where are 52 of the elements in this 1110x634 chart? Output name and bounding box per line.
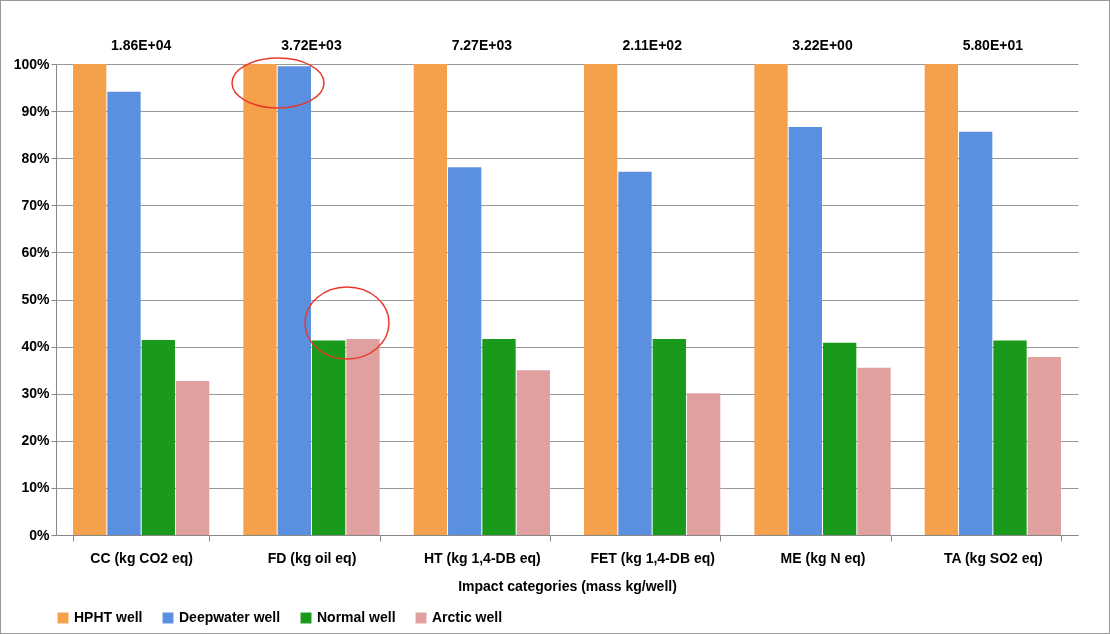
bar bbox=[788, 127, 822, 535]
y-tick-label: 30% bbox=[21, 385, 51, 402]
bar bbox=[1027, 356, 1061, 535]
bar bbox=[857, 367, 891, 535]
bar bbox=[482, 339, 516, 535]
bar bbox=[516, 370, 550, 535]
bar bbox=[448, 167, 482, 535]
text: 2.11E+02 bbox=[622, 37, 683, 53]
legend-label: Normal well bbox=[317, 609, 396, 625]
bar bbox=[312, 340, 346, 535]
bar bbox=[277, 66, 311, 535]
text: 1.86E+04 bbox=[110, 37, 172, 53]
legend-label: Deepwater well bbox=[179, 609, 281, 625]
text: 5.80E+01 bbox=[962, 37, 1024, 53]
y-tick-label: 20% bbox=[21, 432, 51, 449]
text: 7.27E+03 bbox=[451, 37, 513, 53]
x-tick-label: TA (kg SO2 eq) bbox=[943, 549, 1043, 566]
legend-label: Arctic well bbox=[432, 609, 503, 625]
y-tick-label: 70% bbox=[21, 196, 51, 213]
bar bbox=[652, 339, 686, 535]
y-tick-label: 100% bbox=[13, 55, 51, 72]
y-tick-label: 80% bbox=[21, 149, 51, 166]
bar bbox=[687, 393, 721, 535]
x-tick-label: CC (kg CO2 eq) bbox=[90, 549, 194, 566]
bar bbox=[73, 64, 107, 535]
bar bbox=[107, 91, 141, 535]
bar bbox=[413, 64, 447, 535]
bar bbox=[141, 340, 175, 535]
x-tick-label: ME (kg N eq) bbox=[780, 549, 866, 566]
y-tick-label: 50% bbox=[21, 291, 51, 307]
y-tick-label: 0% bbox=[29, 526, 51, 543]
y-tick-label: 90% bbox=[21, 102, 51, 119]
bar bbox=[243, 64, 277, 535]
x-tick-label: FD (kg oil eq) bbox=[267, 549, 357, 566]
bar bbox=[924, 64, 958, 535]
bar bbox=[823, 342, 857, 535]
bar bbox=[584, 64, 618, 535]
x-tick-label: FET (kg 1,4-DB eq) bbox=[590, 549, 715, 566]
x-tick-label: HT (kg 1,4-DB eq) bbox=[423, 549, 541, 566]
y-tick-label: 60% bbox=[21, 243, 51, 260]
bar bbox=[754, 64, 788, 535]
y-tick-label: 40% bbox=[21, 338, 51, 355]
text: 3.72E+03 bbox=[281, 37, 342, 53]
y-tick-label: 10% bbox=[21, 479, 51, 496]
x-axis-title: Impact categories (mass kg/well) bbox=[458, 577, 677, 594]
bar bbox=[176, 380, 210, 535]
bar bbox=[959, 131, 993, 535]
bar bbox=[993, 340, 1027, 535]
text: 3.22E+00 bbox=[792, 37, 853, 53]
bar bbox=[346, 339, 380, 535]
bar bbox=[618, 171, 652, 535]
legend-label: HPHT well bbox=[74, 609, 143, 625]
